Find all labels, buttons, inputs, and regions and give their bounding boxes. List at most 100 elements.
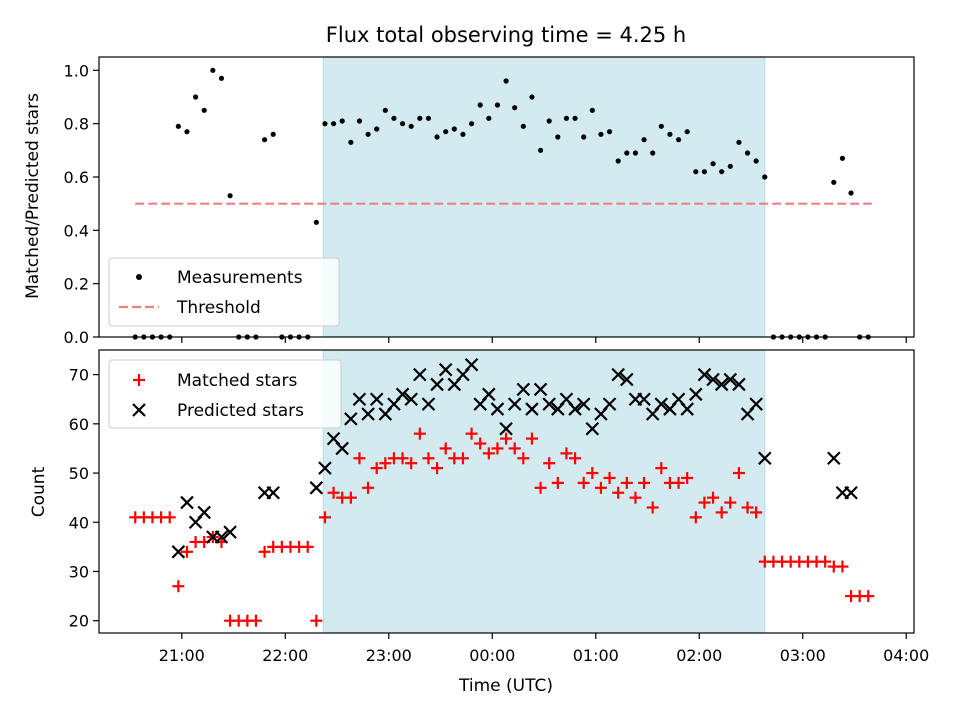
top-panel: 0.0 0.2 0.4 0.6 0.8 1.0 Matched/Predicted sta… bbox=[23, 56, 915, 347]
matched-star-point bbox=[318, 511, 331, 524]
measurement-point bbox=[451, 126, 457, 132]
measurement-point bbox=[684, 129, 690, 135]
matched-star-point bbox=[603, 471, 616, 484]
predicted-star-point bbox=[827, 451, 841, 466]
measurement-point bbox=[831, 179, 837, 185]
y-tick-label: 0.6 bbox=[64, 168, 89, 187]
top-ylabel: Matched/Predicted stars bbox=[23, 93, 43, 299]
matched-star-point bbox=[422, 452, 435, 465]
predicted-star-point bbox=[680, 402, 694, 416]
measurement-point bbox=[572, 115, 578, 121]
measurement-point bbox=[693, 169, 699, 175]
matched-star-point bbox=[698, 496, 711, 509]
observing-window-shade bbox=[322, 56, 766, 338]
matched-star-point bbox=[180, 545, 193, 558]
matched-star-point bbox=[620, 476, 633, 489]
measurement-point bbox=[753, 158, 759, 164]
predicted-star-point bbox=[507, 397, 522, 411]
y-tick-label: 20 bbox=[69, 612, 89, 631]
measurement-point bbox=[520, 123, 526, 129]
measurement-point bbox=[563, 115, 570, 121]
measurement-point bbox=[175, 123, 181, 129]
matched-star-point bbox=[474, 437, 487, 450]
predicted-star-point bbox=[214, 530, 229, 544]
predicted-star-point bbox=[602, 397, 617, 411]
y-tick-label: 60 bbox=[69, 415, 89, 434]
measurement-point bbox=[184, 129, 190, 135]
measurement-point bbox=[486, 115, 492, 121]
predicted-star-point bbox=[197, 505, 211, 520]
predicted-star-point bbox=[620, 372, 634, 387]
matched-star-point bbox=[370, 462, 383, 475]
matched-star-point bbox=[750, 506, 763, 519]
matched-star-point bbox=[405, 457, 418, 470]
predicted-star-point bbox=[706, 372, 720, 387]
matched-star-point bbox=[594, 481, 607, 494]
predicted-star-point bbox=[542, 397, 556, 411]
y-tick-label: 1.0 bbox=[64, 61, 89, 80]
measurement-point bbox=[598, 131, 604, 137]
measurement-point bbox=[408, 123, 414, 129]
predicted-star-point bbox=[223, 525, 237, 539]
measurement-point bbox=[391, 115, 397, 121]
measurement-point bbox=[382, 107, 388, 113]
predicted-star-point bbox=[525, 402, 539, 416]
legend-matched-marker bbox=[133, 374, 145, 386]
predicted-star-point bbox=[611, 367, 625, 382]
predicted-star-point bbox=[421, 397, 436, 411]
measurement-point bbox=[330, 121, 337, 127]
x-tick-label: 00:00 bbox=[469, 646, 515, 665]
observing-window-shade bbox=[322, 349, 766, 634]
matched-star-point bbox=[715, 506, 728, 519]
measurement-point bbox=[417, 115, 423, 121]
measurement-point bbox=[503, 78, 509, 84]
predicted-star-point bbox=[714, 377, 729, 392]
y-tick-label: 30 bbox=[69, 562, 89, 581]
predicted-star-point bbox=[309, 481, 324, 495]
measurement-point bbox=[468, 121, 475, 127]
predicted-star-point bbox=[637, 392, 651, 406]
measurement-point bbox=[399, 121, 406, 127]
predicted-star-point bbox=[490, 402, 505, 416]
predicted-star-point bbox=[576, 397, 591, 411]
measurement-point bbox=[667, 131, 673, 137]
measurement-point bbox=[270, 131, 276, 137]
measurement-point bbox=[581, 134, 587, 140]
matched-star-point bbox=[836, 560, 849, 573]
measurement-point bbox=[650, 150, 656, 156]
measurement-point bbox=[365, 131, 371, 137]
measurement-point bbox=[477, 102, 483, 108]
measurement-point bbox=[537, 147, 544, 153]
predicted-star-point bbox=[361, 407, 375, 421]
measurement-point bbox=[218, 75, 225, 81]
matched-star-point bbox=[707, 491, 720, 504]
matched-star-point bbox=[551, 476, 564, 489]
matched-star-point bbox=[689, 511, 702, 524]
predicted-star-point bbox=[344, 412, 358, 426]
x-tick-label: 03:00 bbox=[780, 646, 826, 665]
measurement-point bbox=[434, 134, 440, 140]
predicted-star-point bbox=[516, 382, 531, 397]
measurement-point bbox=[727, 163, 733, 169]
measurement-point bbox=[494, 102, 501, 108]
measurement-point bbox=[555, 134, 561, 140]
top-axes-frame bbox=[98, 56, 915, 338]
matched-star-point bbox=[465, 427, 478, 440]
top-legend: Measurements Threshold bbox=[108, 257, 340, 327]
measurement-point bbox=[710, 161, 716, 167]
predicted-star-point bbox=[180, 495, 194, 510]
predicted-star-point bbox=[689, 387, 703, 402]
legend-predicted-label: Predicted stars bbox=[177, 401, 304, 421]
predicted-star-point bbox=[654, 397, 669, 411]
matched-star-point bbox=[362, 481, 375, 494]
matched-star-point bbox=[491, 442, 504, 455]
matched-star-point bbox=[163, 511, 176, 524]
predicted-star-point bbox=[749, 397, 763, 411]
matched-star-point bbox=[638, 476, 651, 489]
bottom-panel: 20 30 40 50 60 70 21:00 22:00 23:00 00:00 01:00 02… bbox=[29, 349, 929, 696]
predicted-star-point bbox=[533, 382, 548, 397]
matched-star-point bbox=[310, 614, 323, 627]
matched-star-point bbox=[431, 462, 444, 475]
matched-star-point bbox=[456, 452, 469, 465]
